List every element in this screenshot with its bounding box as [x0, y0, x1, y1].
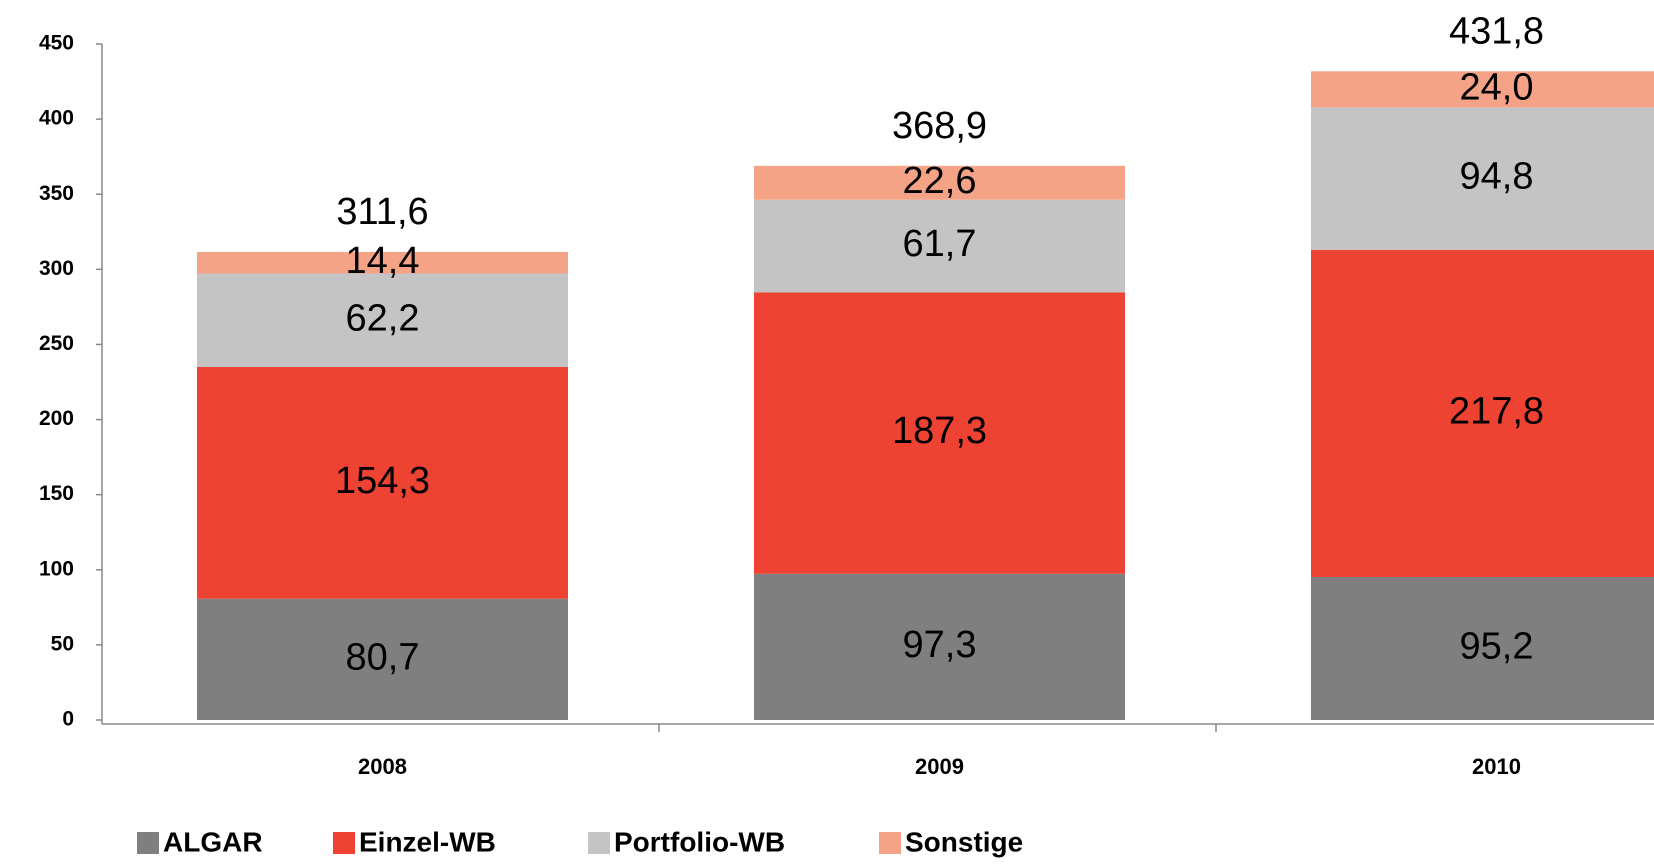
legend-swatch — [588, 832, 610, 854]
value-label: 154,3 — [335, 460, 430, 502]
value-label: 14,4 — [346, 240, 420, 282]
value-label: 62,2 — [346, 297, 420, 339]
legend-swatch — [333, 832, 355, 854]
value-label: 94,8 — [1460, 156, 1534, 198]
total-label: 368,9 — [892, 105, 987, 147]
bar-segment — [197, 251, 568, 274]
value-label: 95,2 — [1460, 626, 1534, 668]
bar-segment — [1311, 71, 1654, 108]
y-tick-label: 250 — [39, 332, 74, 355]
y-tick-label: 0 — [62, 708, 74, 731]
value-label: 61,7 — [903, 223, 977, 265]
legend-label: ALGAR — [163, 826, 263, 857]
x-tick-label: 2008 — [358, 754, 407, 779]
legend-label: Sonstige — [905, 826, 1023, 857]
value-label: 187,3 — [892, 410, 987, 452]
total-label: 311,6 — [336, 191, 428, 233]
value-label: 80,7 — [346, 636, 420, 678]
legend-label: Einzel-WB — [359, 826, 496, 857]
legend-swatch — [137, 832, 159, 854]
x-tick-label: 2010 — [1472, 754, 1521, 779]
bar-segment — [754, 573, 1125, 720]
legend-swatch — [879, 832, 901, 854]
bar-segment — [1311, 107, 1654, 250]
value-label: 97,3 — [903, 624, 977, 666]
bar-segment — [1311, 576, 1654, 720]
bar-segment — [197, 366, 568, 599]
bar-segment — [1311, 249, 1654, 577]
y-tick-label: 400 — [39, 107, 74, 130]
bar-segment — [754, 199, 1125, 293]
value-label: 22,6 — [903, 160, 977, 202]
value-label: 24,0 — [1460, 66, 1534, 108]
y-tick-label: 350 — [39, 182, 74, 205]
y-tick-label: 200 — [39, 407, 74, 430]
bar-segment — [754, 165, 1125, 200]
bar-segment — [197, 598, 568, 720]
y-tick-label: 100 — [39, 557, 74, 580]
y-tick-label: 150 — [39, 482, 74, 505]
bar-segment — [197, 273, 568, 367]
legend-label: Portfolio-WB — [614, 826, 785, 857]
total-label: 431,8 — [1449, 10, 1544, 52]
y-tick-label: 450 — [39, 32, 74, 55]
x-tick-label: 2009 — [915, 754, 964, 779]
y-tick-label: 50 — [51, 632, 74, 655]
bar-segment — [754, 292, 1125, 574]
y-tick-label: 300 — [39, 257, 74, 280]
value-label: 217,8 — [1449, 390, 1544, 432]
